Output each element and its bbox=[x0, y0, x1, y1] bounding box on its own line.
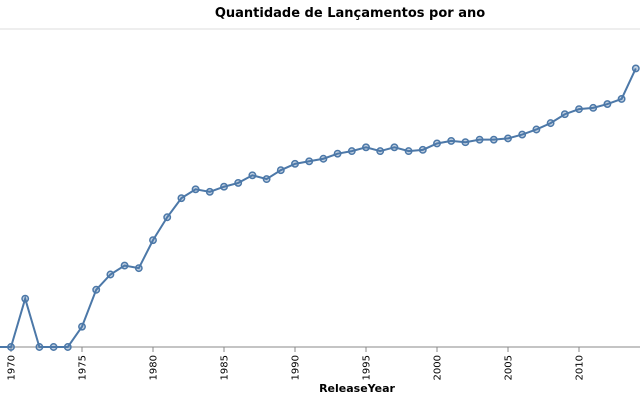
data-point-1981 bbox=[163, 213, 172, 222]
data-point-1989 bbox=[276, 166, 285, 175]
data-point-2005 bbox=[504, 134, 512, 143]
data-point-1970 bbox=[7, 343, 15, 351]
data-point-1995 bbox=[362, 143, 370, 152]
data-point-1999 bbox=[418, 145, 427, 154]
x-tick-label: 1985 bbox=[220, 355, 231, 380]
data-point-1980 bbox=[149, 236, 157, 245]
data-point-2011 bbox=[589, 103, 598, 112]
data-point-1985 bbox=[220, 182, 228, 191]
data-point-1983 bbox=[191, 185, 200, 194]
data-point-1972 bbox=[35, 343, 44, 351]
data-point-1997 bbox=[390, 143, 399, 152]
x-tick-label: 2010 bbox=[575, 355, 586, 380]
x-tick-label: 2000 bbox=[433, 355, 444, 380]
data-point-2007 bbox=[532, 125, 541, 134]
series-line bbox=[0, 68, 637, 348]
data-point-2014 bbox=[631, 64, 640, 73]
data-point-1988 bbox=[262, 175, 271, 184]
data-point-1978 bbox=[120, 261, 129, 270]
data-point-1974 bbox=[63, 343, 72, 351]
x-tick-label: 2005 bbox=[504, 355, 515, 380]
data-point-1979 bbox=[134, 264, 143, 273]
data-point-1975 bbox=[78, 322, 86, 331]
x-axis-ticks: 1970 1975 1980 1985 1990 1995 2000 2005 2010 bbox=[7, 347, 586, 380]
data-point-2013 bbox=[617, 95, 626, 103]
data-point-1994 bbox=[347, 147, 356, 156]
data-point-1982 bbox=[177, 194, 186, 203]
data-point-1991 bbox=[305, 157, 314, 166]
x-tick-label: 1975 bbox=[78, 355, 89, 380]
data-point-2009 bbox=[560, 110, 569, 119]
data-point-1992 bbox=[319, 154, 328, 163]
x-tick-label: 1970 bbox=[7, 355, 18, 380]
data-point-1990 bbox=[291, 159, 299, 168]
x-axis-label: ReleaseYear bbox=[319, 382, 395, 395]
x-tick-label: 1980 bbox=[149, 355, 160, 380]
data-point-1996 bbox=[376, 147, 385, 156]
chart-title: Quantidade de Lançamentos por ano bbox=[215, 6, 485, 21]
data-point-1986 bbox=[234, 178, 243, 187]
x-tick-label: 1995 bbox=[362, 355, 373, 380]
data-point-1976 bbox=[92, 285, 101, 294]
data-point-2010 bbox=[575, 105, 583, 114]
data-point-2001 bbox=[447, 136, 456, 145]
data-point-2002 bbox=[461, 138, 470, 147]
data-point-2006 bbox=[518, 130, 527, 139]
data-point-1971 bbox=[21, 294, 30, 303]
data-point-1993 bbox=[333, 149, 342, 158]
data-point-1987 bbox=[248, 171, 257, 180]
data-point-2008 bbox=[546, 119, 555, 128]
data-point-1977 bbox=[106, 270, 115, 279]
data-points bbox=[7, 64, 640, 351]
data-point-1998 bbox=[404, 147, 413, 156]
x-tick-label: 1990 bbox=[291, 355, 302, 380]
data-point-1973 bbox=[49, 343, 58, 351]
data-point-2012 bbox=[603, 100, 612, 109]
data-point-2000 bbox=[433, 139, 441, 148]
data-point-1984 bbox=[205, 187, 214, 196]
data-point-2003 bbox=[475, 135, 484, 144]
data-point-2004 bbox=[489, 135, 498, 144]
